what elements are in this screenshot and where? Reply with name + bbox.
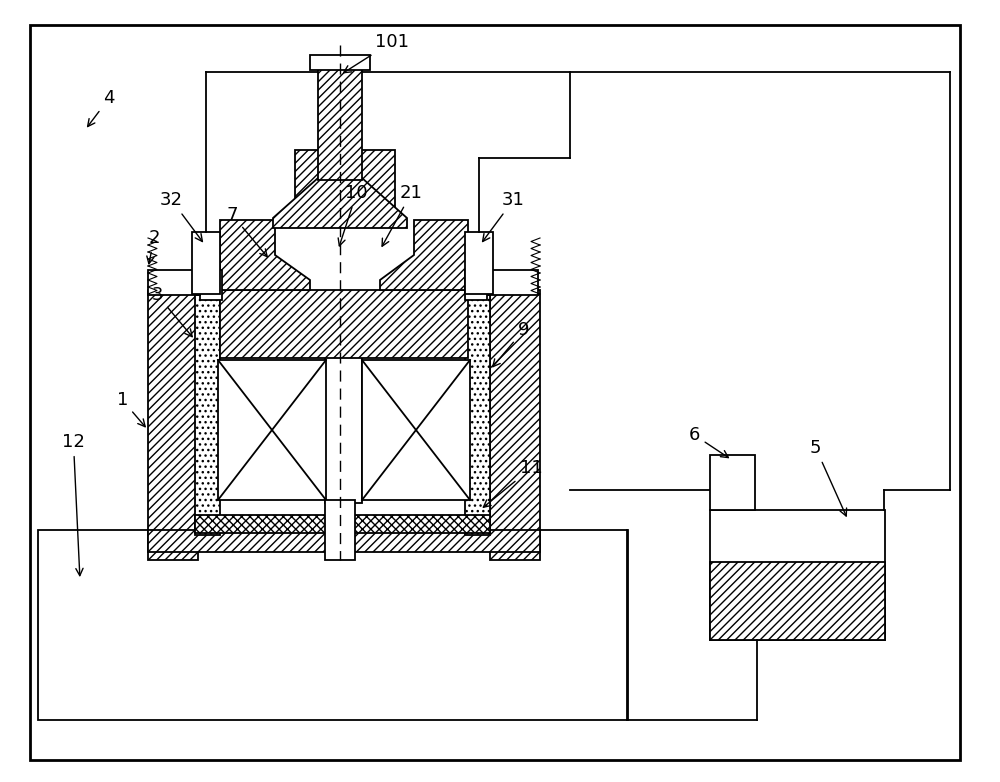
Text: 21: 21 bbox=[382, 184, 423, 246]
Text: 32: 32 bbox=[160, 191, 202, 242]
Bar bbox=[710, 510, 885, 640]
Text: 5: 5 bbox=[810, 439, 847, 516]
Text: 31: 31 bbox=[483, 191, 525, 242]
Bar bbox=[148, 530, 540, 552]
Text: 2: 2 bbox=[147, 229, 160, 264]
Text: 4: 4 bbox=[88, 89, 115, 127]
Text: 7: 7 bbox=[226, 206, 267, 256]
Bar bbox=[465, 232, 493, 294]
Text: 101: 101 bbox=[344, 33, 409, 73]
Polygon shape bbox=[273, 178, 407, 228]
Text: 12: 12 bbox=[62, 433, 85, 576]
Bar bbox=[220, 290, 468, 358]
Bar bbox=[325, 500, 355, 560]
Bar bbox=[325, 355, 362, 503]
Bar bbox=[310, 55, 370, 70]
Bar bbox=[295, 150, 395, 220]
Bar bbox=[148, 270, 200, 295]
Polygon shape bbox=[380, 220, 468, 290]
Bar bbox=[465, 295, 490, 535]
Bar bbox=[710, 455, 755, 510]
Text: 11: 11 bbox=[483, 459, 543, 508]
Bar bbox=[362, 360, 470, 500]
Text: 6: 6 bbox=[689, 426, 728, 457]
Text: 10: 10 bbox=[338, 184, 368, 246]
Bar bbox=[195, 515, 490, 533]
Bar bbox=[195, 295, 220, 535]
Bar bbox=[488, 270, 538, 295]
Text: 1: 1 bbox=[117, 391, 145, 427]
Bar bbox=[318, 60, 362, 180]
Bar bbox=[148, 290, 198, 560]
Bar bbox=[38, 530, 628, 720]
Bar bbox=[200, 270, 222, 300]
Bar bbox=[192, 232, 220, 294]
Bar bbox=[710, 562, 885, 640]
Polygon shape bbox=[220, 220, 310, 290]
Text: 3: 3 bbox=[152, 286, 192, 337]
Bar bbox=[465, 270, 487, 300]
Text: 9: 9 bbox=[493, 321, 530, 367]
Bar bbox=[218, 360, 326, 500]
Bar bbox=[490, 290, 540, 560]
